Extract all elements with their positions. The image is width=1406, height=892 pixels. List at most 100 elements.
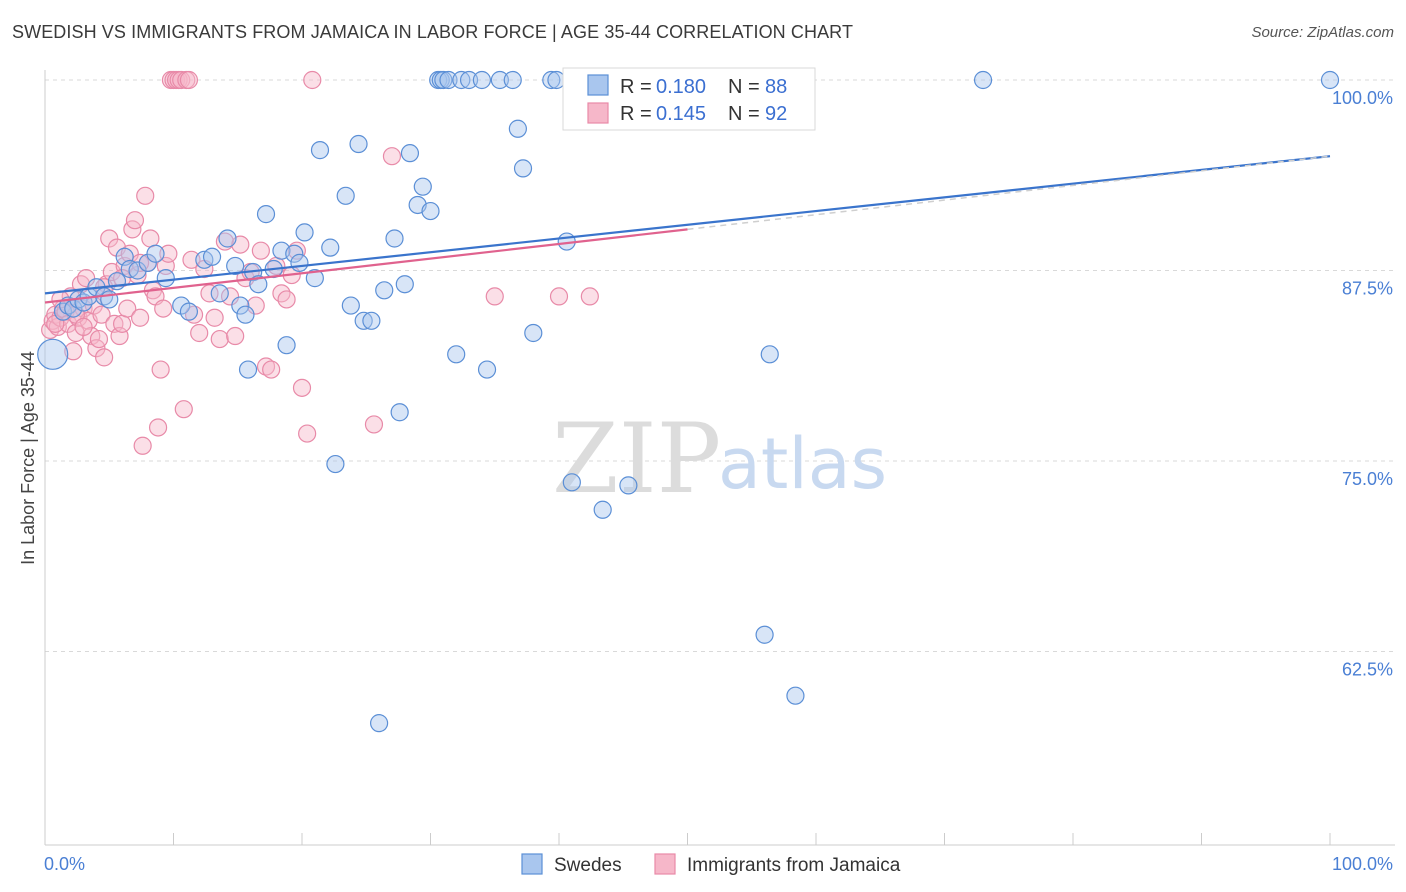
legend-r-value-jamaica: 0.145 <box>656 103 706 125</box>
swedes-point-23 <box>226 256 245 276</box>
swedes-point-41 <box>341 296 360 315</box>
jamaica-point-35 <box>130 308 150 327</box>
swedes-point-78 <box>973 70 993 90</box>
jamaica-point-30 <box>118 299 137 318</box>
jamaica-point-54 <box>179 70 199 90</box>
swedes-point-35 <box>295 223 314 242</box>
swedes-point-61 <box>472 70 491 90</box>
swedes-point-33 <box>285 244 304 263</box>
swedes-point-15 <box>146 244 165 263</box>
swedes-point-63 <box>490 70 509 90</box>
axes <box>44 70 1395 846</box>
jamaica-point-68 <box>246 296 265 315</box>
jamaica-point-46 <box>159 244 178 263</box>
y-tick-label-0: 62.5% <box>1342 660 1393 680</box>
swedes-point-29 <box>256 205 276 224</box>
swedes-point-52 <box>413 177 432 196</box>
watermark-zip: ZIP <box>552 403 721 515</box>
swedes-point-69 <box>547 70 566 90</box>
swedes-point-47 <box>385 229 404 248</box>
swedes-point-34 <box>290 253 309 272</box>
swedes-point-20 <box>202 247 222 266</box>
x-tick-label-0: 0.0% <box>44 854 85 874</box>
swedes-point-71 <box>562 473 581 492</box>
swedes-point-21 <box>210 284 229 303</box>
swedes-point-56 <box>434 70 453 90</box>
y-tick-label-2: 87.5% <box>1342 279 1393 299</box>
swedes-point-42 <box>349 134 368 154</box>
swedes-point-18 <box>179 302 199 321</box>
jamaica-point-69 <box>251 241 270 260</box>
jamaica-point-20 <box>92 305 111 324</box>
jamaica-point-19 <box>89 329 109 349</box>
jamaica-point-70 <box>256 357 276 376</box>
swedes-point-67 <box>524 323 543 343</box>
swedes-point-16 <box>156 269 175 288</box>
swedes-point-73 <box>593 500 612 519</box>
swedes-point-68 <box>542 70 561 90</box>
jamaica-point-61 <box>210 329 229 349</box>
jamaica-point-88 <box>74 317 93 336</box>
swedes-point-58 <box>447 345 466 364</box>
jamaica-point-43 <box>151 360 170 379</box>
swedes-point-24 <box>231 296 250 315</box>
swedes-point-32 <box>277 336 296 355</box>
legend-swatch-jamaica <box>587 102 609 124</box>
swedes-point-49 <box>395 275 414 294</box>
jamaica-point-36 <box>133 436 152 455</box>
legend-correlation: R = 0.180 N = 88 R = 0.145 N = 92 <box>562 67 816 131</box>
swedes-point-13 <box>128 261 147 280</box>
jamaica-point-74 <box>277 290 296 309</box>
jamaica-point-31 <box>120 244 139 263</box>
jamaica-point-42 <box>148 418 168 437</box>
swedes-point-12 <box>120 259 139 279</box>
swedes-point-74 <box>619 476 638 495</box>
swedes-point-40 <box>336 186 355 205</box>
bottom-legend-label-jamaica: Immigrants from Jamaica <box>687 855 901 876</box>
trend-line-jamaica <box>44 228 688 304</box>
swedes-point-59 <box>452 70 471 90</box>
jamaica-point-44 <box>154 299 173 318</box>
jamaica-point-57 <box>190 323 209 343</box>
swedes-point-26 <box>238 360 258 379</box>
legend-n-value-swedes: 88 <box>765 76 787 98</box>
jamaica-point-39 <box>141 229 160 248</box>
swedes-point-39 <box>326 454 345 474</box>
jamaica-point-83 <box>549 287 569 306</box>
jamaica-point-23 <box>100 229 119 248</box>
y-tick-labels: 62.5% 75.0% 87.5% 100.0% <box>1332 88 1393 680</box>
y-tick-label-1: 75.0% <box>1342 469 1393 489</box>
swedes-point-60 <box>459 70 479 90</box>
jamaica-point-52 <box>174 400 193 419</box>
legend-n-value-jamaica: 92 <box>765 103 787 125</box>
legend-series: Swedes Immigrants from Jamaica <box>521 853 901 876</box>
swedes-point-37 <box>310 141 330 160</box>
legend-r-label-jamaica: R = <box>620 103 652 125</box>
swedes-point-79 <box>1320 70 1340 90</box>
chart-title: SWEDISH VS IMMIGRANTS FROM JAMAICA IN LA… <box>12 22 854 42</box>
jamaica-point-33 <box>125 211 145 230</box>
swedes-point-66 <box>513 159 533 178</box>
swedes-point-75 <box>755 625 774 644</box>
series-swedes-points <box>37 70 1340 733</box>
swedes-point-38 <box>321 238 340 257</box>
jamaica-point-28 <box>112 314 132 333</box>
jamaica-point-62 <box>215 232 234 251</box>
jamaica-point-21 <box>95 348 114 367</box>
swedes-point-57 <box>439 70 458 90</box>
jamaica-point-82 <box>485 287 504 306</box>
jamaica-point-51 <box>172 70 191 90</box>
swedes-point-53 <box>421 201 440 221</box>
jamaica-point-78 <box>298 424 317 443</box>
swedes-point-65 <box>508 119 527 138</box>
trend-lines <box>44 155 1331 304</box>
jamaica-point-9 <box>64 342 83 361</box>
x-tick-labels: 0.0% 100.0% <box>44 854 1393 874</box>
jamaica-point-81 <box>382 147 402 166</box>
bottom-legend-swatch-jamaica <box>654 853 676 875</box>
swedes-point-14 <box>138 253 157 272</box>
y-tick-label-3: 100.0% <box>1332 88 1393 108</box>
swedes-point-46 <box>375 281 394 300</box>
jamaica-point-63 <box>220 287 240 306</box>
jamaica-point-79 <box>303 70 322 90</box>
